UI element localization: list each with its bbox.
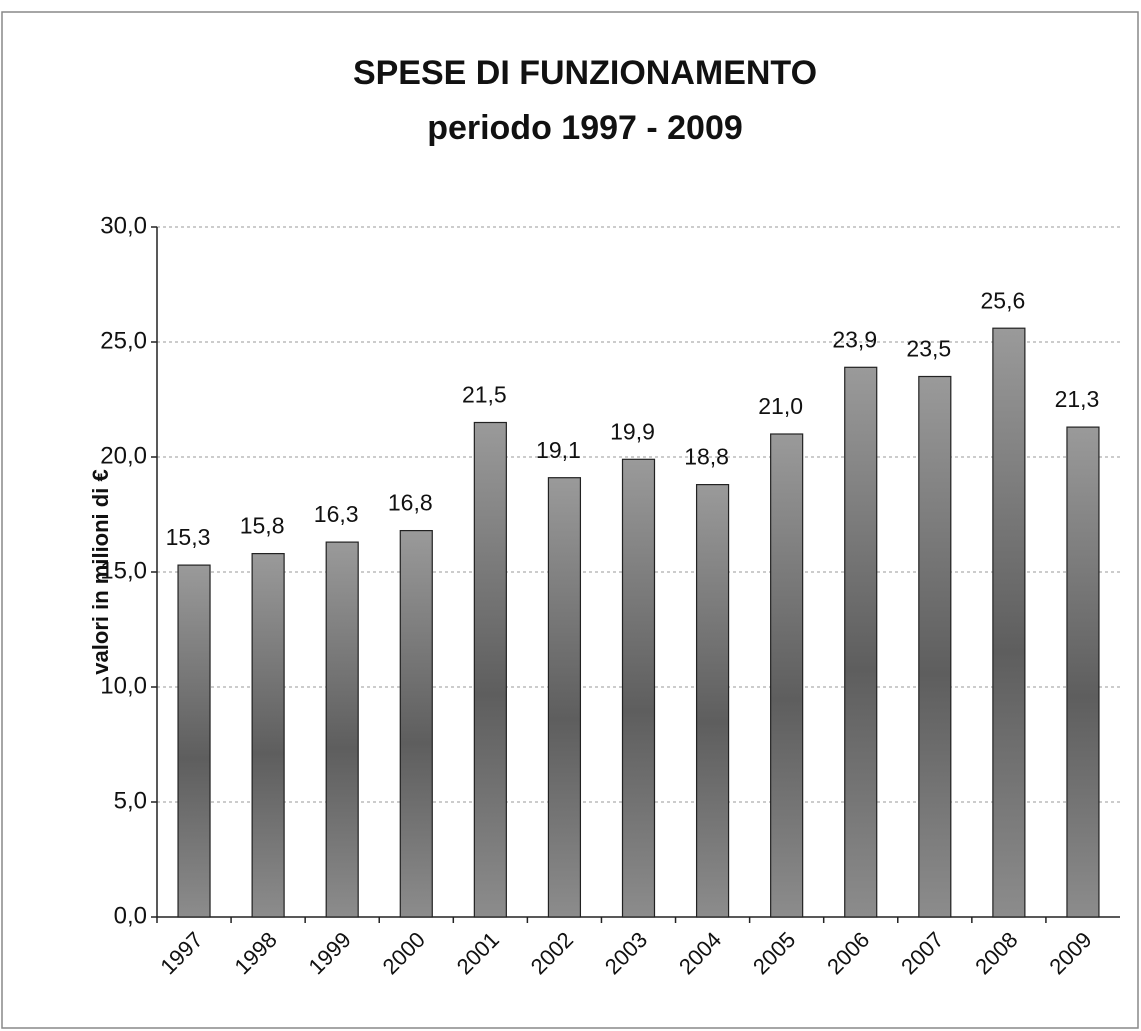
- x-tick-label: 2001: [452, 927, 504, 979]
- value-label: 16,3: [314, 501, 359, 527]
- bar: [1066, 426, 1100, 918]
- bar: [251, 552, 285, 918]
- x-tick-label: 2006: [822, 927, 874, 979]
- chart-title: SPESE DI FUNZIONAMENTO: [353, 54, 817, 92]
- y-tick-label: 25,0: [100, 327, 147, 354]
- value-label: 21,3: [1055, 386, 1100, 412]
- value-label: 15,8: [240, 513, 285, 539]
- x-tick-label: 2003: [600, 927, 652, 979]
- y-axis-label: valori in milioni di €: [88, 469, 113, 674]
- y-tick-label: 0,0: [114, 902, 147, 929]
- x-tick-label: 2007: [896, 927, 948, 979]
- bar: [621, 458, 656, 918]
- y-tick-label: 30,0: [100, 212, 147, 239]
- x-tick-label: 2000: [378, 927, 430, 979]
- bar: [177, 564, 211, 918]
- x-tick-label: 2004: [674, 927, 726, 979]
- bar: [695, 484, 730, 918]
- x-tick-label: 1997: [155, 927, 207, 979]
- bar: [918, 375, 952, 918]
- bar: [547, 477, 582, 918]
- bar: [325, 541, 359, 918]
- x-tick-label: 2002: [526, 927, 578, 979]
- value-label: 21,0: [758, 393, 803, 419]
- x-tick-label: 1999: [304, 927, 356, 979]
- x-tick-label: 2009: [1044, 927, 1096, 979]
- bar: [399, 529, 433, 918]
- value-label: 23,9: [832, 326, 877, 352]
- x-tick-label: 1998: [229, 927, 281, 979]
- value-label: 25,6: [981, 287, 1026, 313]
- value-label: 19,9: [610, 418, 655, 444]
- y-tick-label: 10,0: [100, 672, 147, 699]
- y-tick-label: 15,0: [100, 557, 147, 584]
- chart-subtitle: periodo 1997 - 2009: [427, 109, 743, 147]
- y-tick-label: 20,0: [100, 442, 147, 469]
- value-label: 19,1: [536, 437, 581, 463]
- value-label: 21,5: [462, 382, 507, 408]
- bar: [844, 366, 878, 918]
- chart-frame: [1, 11, 1139, 1029]
- y-tick-label: 5,0: [114, 787, 147, 814]
- bar: [770, 433, 804, 918]
- x-tick-label: 2008: [970, 927, 1022, 979]
- bar: [473, 421, 507, 918]
- x-tick-label: 2005: [748, 927, 800, 979]
- bar: [992, 327, 1026, 918]
- value-label: 23,5: [906, 336, 951, 362]
- value-label: 18,8: [684, 444, 729, 470]
- value-label: 16,8: [388, 490, 433, 516]
- value-label: 15,3: [166, 524, 211, 550]
